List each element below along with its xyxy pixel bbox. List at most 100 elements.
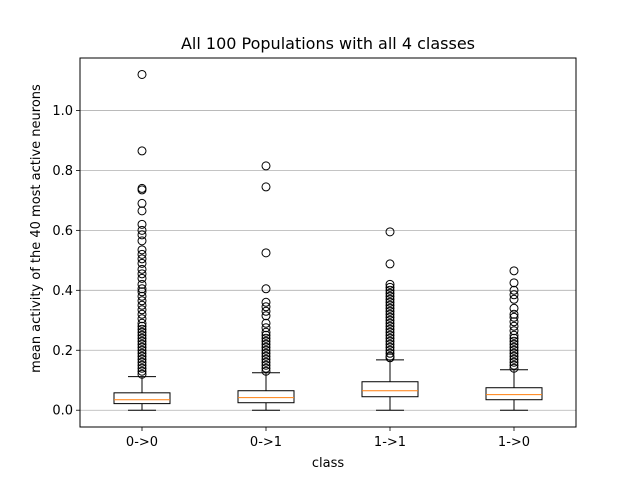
outlier-point [509,339,519,349]
outlier-point [509,294,519,304]
outlier-point [137,351,147,361]
outlier-point [385,288,395,298]
outlier-point [137,69,147,79]
outlier-point [137,366,147,376]
outlier-point [385,318,395,328]
iqr-box [113,392,171,405]
y-tick-label: 0.2 [52,344,73,359]
outlier-point [137,269,147,279]
outlier-point [509,290,519,300]
outlier-point [137,321,147,331]
outlier-point [509,278,519,288]
outlier-point [137,249,147,259]
y-tick-label: 0.8 [52,164,73,179]
outlier-point [509,309,519,319]
outlier-point [509,330,519,340]
outlier-point [385,303,395,313]
outlier-point [137,225,147,235]
outlier-point [261,161,271,171]
outlier-point [137,363,147,373]
outlier-point [261,306,271,316]
outlier-point [137,198,147,208]
outlier-point [385,321,395,331]
outlier-point [137,309,147,319]
x-axis-ticks: 0->0 0->1 1->1 1->0 [126,427,530,450]
y-tick-label: 0.4 [52,284,73,299]
outlier-point [137,258,147,268]
outlier-point [509,360,519,370]
outlier-point [385,327,395,337]
outlier-point [137,279,147,289]
box-group-1 [113,69,171,411]
outlier-point [385,342,395,352]
outlier-point [137,357,147,367]
outlier-point [385,279,395,289]
outlier-point [385,324,395,334]
outlier-point [261,348,271,358]
outlier-point [385,285,395,295]
outlier-point [137,342,147,352]
outlier-point [261,323,271,333]
outlier-point [509,354,519,364]
outlier-point [137,245,147,255]
outlier-point [385,348,395,358]
outlier-point [509,333,519,343]
outlier-point [261,339,271,349]
outlier-point [137,345,147,355]
outlier-point [137,273,147,283]
grid-lines [80,110,576,411]
iqr-box [485,387,543,401]
outlier-point [509,266,519,276]
outlier-point [385,339,395,349]
outlier-point [385,297,395,307]
outlier-point [509,285,519,295]
outlier-point [509,317,519,327]
outlier-point [261,366,271,376]
outlier-point [509,345,519,355]
box-group-3 [361,227,419,411]
outlier-point [261,333,271,343]
outlier-point [261,342,271,352]
x-tick-label: 0->1 [250,435,282,450]
outlier-point [137,300,147,310]
outlier-point [385,353,395,363]
outlier-point [509,348,519,358]
plot-area [113,69,543,411]
outlier-point [137,354,147,364]
outlier-point [385,345,395,355]
outlier-point [509,303,519,313]
outlier-point [137,284,147,294]
outlier-point [385,312,395,322]
x-tick-label: 1->0 [498,435,530,450]
outlier-point [261,284,271,294]
axes-frame [79,57,577,428]
outlier-point [137,318,147,328]
y-axis-label: mean activity of the 40 most active neur… [29,84,44,373]
outlier-point [137,314,147,324]
outlier-point [137,230,147,240]
x-tick-label: 1->1 [374,435,406,450]
outlier-point [137,348,147,358]
outlier-point [261,345,271,355]
outlier-point [385,282,395,292]
outlier-point [137,291,147,301]
outlier-point [509,351,519,361]
outlier-point [385,291,395,301]
outlier-point [385,309,395,319]
y-axis-ticks: 0.0 0.2 0.4 0.6 0.8 1.0 [52,104,80,419]
outlier-point [137,327,147,337]
outlier-point [509,363,519,373]
outlier-point [261,336,271,346]
y-tick-label: 0.6 [52,224,73,239]
outlier-point [385,300,395,310]
outlier-point [509,321,519,331]
outlier-point [261,327,271,337]
outlier-point [261,248,271,258]
outlier-point [385,333,395,343]
outlier-point [137,236,147,246]
outlier-point [509,312,519,322]
outlier-point [509,336,519,346]
outlier-point [137,305,147,315]
